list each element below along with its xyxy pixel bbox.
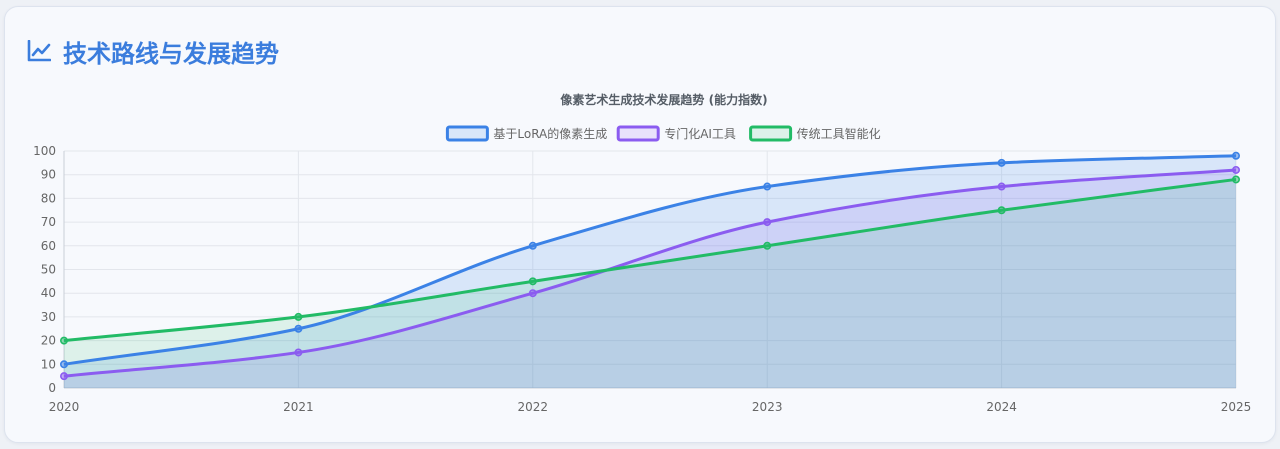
y-tick-label: 50 (41, 263, 56, 277)
data-point (294, 312, 303, 321)
data-point (59, 360, 68, 369)
data-point (997, 182, 1006, 191)
data-point (59, 372, 68, 381)
series-line (63, 177, 1237, 343)
data-point (294, 348, 303, 357)
x-tick-label: 2023 (752, 400, 783, 414)
data-point (59, 336, 68, 345)
legend-swatch (445, 125, 489, 142)
chart-title: 像素艺术生成技术发展趋势 (能力指数) (560, 92, 767, 107)
y-tick-label: 40 (41, 286, 56, 300)
y-tick-label: 100 (33, 144, 56, 158)
legend-label: 基于LoRA的像素生成 (493, 126, 607, 141)
data-point (997, 158, 1006, 167)
legend-swatch (749, 125, 793, 142)
y-tick-label: 80 (41, 191, 56, 205)
y-tick-label: 20 (41, 334, 56, 348)
legend-swatch (616, 125, 660, 142)
x-tick-label: 2024 (986, 400, 1017, 414)
series-area (64, 155, 1236, 388)
legend-label: 专门化AI工具 (664, 126, 736, 141)
x-tick-label: 2022 (518, 400, 549, 414)
x-tick-label: 2020 (49, 400, 80, 414)
data-point (997, 206, 1006, 215)
series-line (63, 154, 1237, 366)
section-title: 技术路线与发展趋势 (63, 39, 279, 68)
legend-label: 传统工具智能化 (797, 126, 881, 141)
data-point (294, 324, 303, 333)
x-tick-label: 2021 (283, 400, 314, 414)
y-tick-label: 10 (41, 357, 56, 371)
line-chart-icon (27, 40, 51, 62)
y-tick-label: 90 (41, 168, 56, 182)
data-point (528, 277, 537, 286)
data-point (1232, 165, 1241, 174)
series-area (64, 179, 1236, 388)
y-tick-label: 0 (48, 381, 56, 395)
y-tick-label: 70 (41, 215, 56, 229)
data-point (528, 241, 537, 250)
trend-card: 技术路线与发展趋势 (4, 6, 1276, 443)
data-point (1232, 151, 1241, 160)
y-tick-label: 60 (41, 239, 56, 253)
y-tick-label: 30 (41, 310, 56, 324)
chart-legend: 基于LoRA的像素生成 专门化AI工具 传统工具智能化 (445, 125, 881, 142)
series-line (63, 168, 1237, 378)
data-point (528, 289, 537, 298)
data-point (1232, 175, 1241, 184)
data-point (763, 218, 772, 227)
data-point (763, 241, 772, 250)
series-area (64, 169, 1236, 388)
section-header: 技术路线与发展趋势 (27, 35, 279, 68)
data-point (763, 182, 772, 191)
x-tick-label: 2025 (1221, 400, 1252, 414)
